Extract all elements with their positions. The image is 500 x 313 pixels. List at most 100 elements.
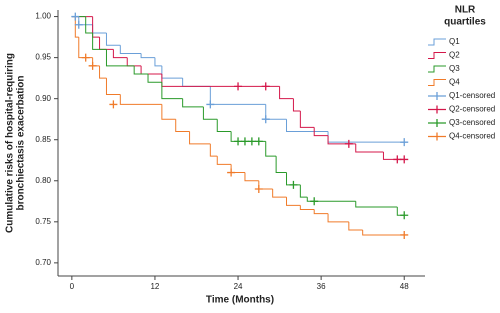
step-segment	[313, 127, 329, 137]
censor-mark	[261, 115, 270, 124]
x-tick-label: 0	[70, 282, 75, 291]
step-segment	[292, 98, 301, 112]
step-segment	[99, 65, 107, 79]
censor-mark	[400, 211, 409, 220]
x-tick-label: 12	[150, 282, 159, 291]
censor-mark	[109, 100, 118, 109]
step-segment	[265, 104, 287, 120]
step-segment	[216, 119, 232, 133]
y-axis-label: Cumulative risks of hospital-requiring	[5, 53, 16, 233]
step-segment	[306, 197, 356, 202]
step-segment	[230, 131, 266, 142]
legend-swatch	[428, 92, 446, 100]
step-segment	[105, 32, 121, 46]
legend-swatch	[428, 65, 446, 73]
step-segment	[299, 184, 308, 198]
legend-label: Q1	[449, 37, 460, 46]
step-segment	[272, 188, 287, 198]
step-segment	[182, 78, 211, 87]
y-tick-label: 0.75	[35, 217, 51, 226]
y-tick-label: 0.85	[35, 135, 51, 144]
x-tick-label: 36	[317, 282, 326, 291]
step-segment	[119, 45, 142, 55]
legend-swatch	[428, 79, 446, 86]
step-segment	[161, 65, 183, 79]
step-segment	[275, 156, 287, 174]
step-segment	[161, 104, 176, 120]
step-segment	[126, 57, 142, 67]
step-segment	[286, 119, 329, 133]
step-segment	[362, 230, 405, 236]
censor-mark	[247, 137, 256, 146]
step-segment	[279, 86, 294, 100]
legend-label: Q2	[449, 51, 460, 60]
censor-mark	[254, 137, 263, 146]
legend-title: quartiles	[444, 17, 486, 28]
x-tick-label: 24	[234, 282, 243, 291]
step-segment	[209, 143, 218, 157]
legend-label: Q2-censored	[449, 105, 495, 114]
censor-mark	[289, 180, 298, 189]
censor-mark	[81, 53, 90, 62]
step-segment	[396, 207, 405, 216]
step-segment	[189, 131, 211, 145]
legend-label: Q4-censored	[449, 132, 495, 141]
step-segment	[105, 78, 121, 96]
censor-mark	[74, 20, 83, 29]
step-segment	[299, 110, 315, 128]
censor-mark	[206, 100, 215, 109]
step-segment	[92, 57, 100, 67]
step-segment	[230, 164, 245, 174]
legend-label: Q1-censored	[449, 91, 495, 100]
x-axis-label: Time (Months)	[206, 295, 274, 306]
step-segment	[216, 156, 232, 165]
step-segment	[92, 32, 107, 50]
step-segment	[175, 119, 190, 133]
step-segment	[313, 209, 329, 215]
step-segment	[147, 74, 162, 83]
censor-mark	[234, 137, 243, 146]
step-segment	[119, 94, 162, 105]
step-segment	[355, 143, 384, 153]
legend-label: Q3	[449, 64, 460, 73]
censor-mark	[254, 184, 263, 193]
y-tick-label: 0.90	[35, 94, 51, 103]
censor-mark	[393, 155, 402, 164]
step-segment	[327, 131, 405, 143]
step-segment	[258, 180, 273, 190]
censor-mark	[344, 139, 353, 148]
censor-mark	[400, 155, 409, 164]
legend-swatch	[428, 52, 446, 59]
censor-mark	[310, 197, 319, 206]
censor-mark	[227, 168, 236, 177]
step-segment	[74, 16, 79, 38]
step-segment	[154, 57, 162, 67]
y-tick-label: 0.95	[35, 53, 51, 62]
step-segment	[92, 24, 107, 34]
step-segment	[161, 82, 183, 100]
legend-label: Q4	[449, 78, 460, 87]
step-segment	[133, 65, 149, 75]
y-tick-label: 1.00	[35, 12, 51, 21]
step-segment	[244, 172, 259, 182]
censor-mark	[400, 138, 409, 147]
y-tick-label: 0.80	[35, 176, 51, 185]
censor-mark	[88, 61, 97, 70]
y-axis-label: bronchiectasis exacerbation	[16, 75, 27, 210]
legend-label: Q3-censored	[449, 118, 495, 127]
step-segment	[286, 197, 301, 206]
step-segment	[105, 49, 135, 67]
legend-title: NLR	[455, 5, 476, 16]
x-tick-label: 48	[400, 282, 409, 291]
step-segment	[327, 213, 349, 223]
censor-mark	[240, 137, 249, 146]
legend-swatch	[428, 105, 446, 114]
step-segment	[202, 106, 218, 120]
step-segment	[140, 53, 155, 59]
step-segment	[355, 201, 398, 208]
censor-mark	[261, 82, 270, 91]
legend-swatch	[428, 119, 446, 127]
step-segment	[182, 98, 204, 108]
step-segment	[161, 74, 280, 87]
